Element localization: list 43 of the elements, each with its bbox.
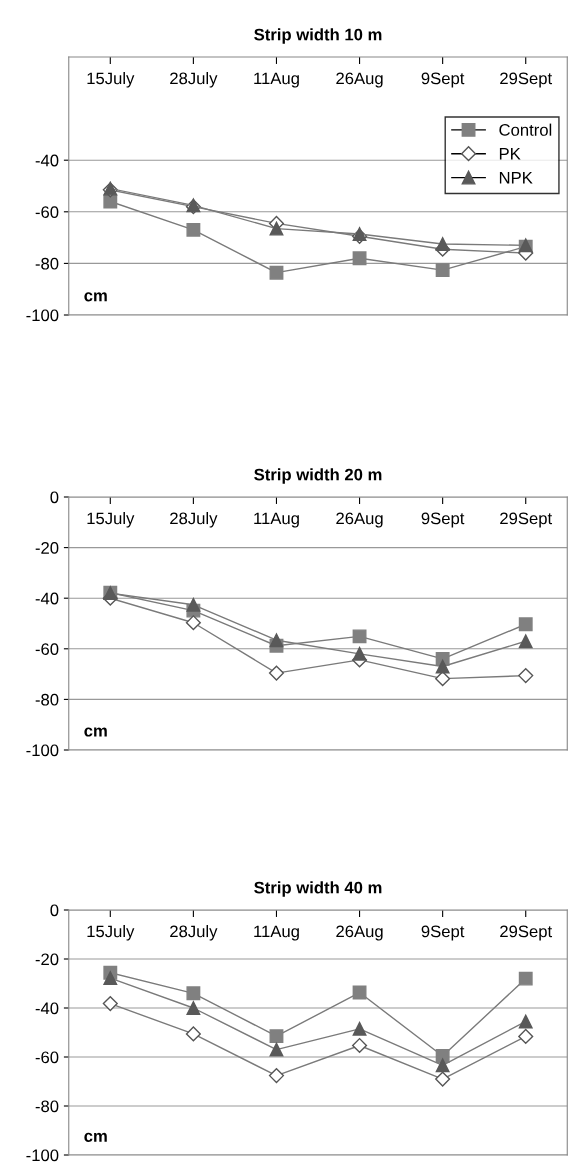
chart-title: Strip width 40 m (254, 881, 382, 897)
y-tick-label: -100 (26, 309, 59, 322)
annotation: cm (84, 727, 107, 737)
x-tick-label: 29Sept (500, 925, 553, 941)
y-tick-label: -40 (35, 154, 59, 167)
y-tick-label: -60 (35, 206, 59, 218)
y-tick-label: -80 (35, 257, 59, 270)
y-tick-label: 0 (50, 491, 59, 504)
legend-label: NPK (499, 171, 533, 184)
x-tick-label: 29Sept (500, 72, 553, 88)
y-tick-label: -80 (35, 1100, 59, 1113)
y-tick-label: -60 (35, 1051, 59, 1064)
x-tick-label: 9Sept (421, 925, 465, 941)
annotation: cm (84, 292, 107, 302)
y-tick-label: -20 (35, 542, 59, 554)
y-tick-label: -100 (26, 744, 59, 757)
x-tick-label: 29Sept (500, 512, 553, 528)
chart-title: Strip width 20 m (254, 468, 382, 484)
x-tick-label: 9Sept (421, 512, 465, 528)
x-tick-label: 11Aug (254, 925, 299, 941)
x-tick-label: 15July (87, 925, 135, 941)
y-tick-label: -60 (35, 643, 59, 655)
y-tick-label: -40 (35, 592, 59, 605)
legend-label: PK (499, 148, 521, 160)
x-tick-label: 26Aug (336, 72, 383, 88)
x-tick-label: 26Aug (336, 512, 383, 528)
y-tick-label: -80 (35, 693, 59, 706)
x-tick-label: 15July (87, 72, 135, 88)
y-tick-label: -20 (35, 953, 59, 966)
y-tick-label: 0 (50, 904, 59, 917)
annotation: cm (84, 1132, 107, 1142)
x-tick-label: 28July (170, 925, 218, 941)
x-tick-label: 26Aug (336, 925, 383, 941)
x-tick-label: 15July (87, 512, 135, 528)
chart-title: Strip width 10 m (254, 28, 382, 44)
x-tick-label: 28July (170, 512, 218, 528)
y-tick-label: -100 (26, 1149, 59, 1162)
x-tick-label: 11Aug (254, 72, 299, 88)
x-tick-label: 28July (170, 72, 218, 88)
y-tick-label: -40 (35, 1002, 59, 1015)
x-tick-label: 9Sept (421, 72, 465, 88)
x-tick-label: 11Aug (254, 512, 299, 528)
legend-label: Control (499, 123, 552, 136)
